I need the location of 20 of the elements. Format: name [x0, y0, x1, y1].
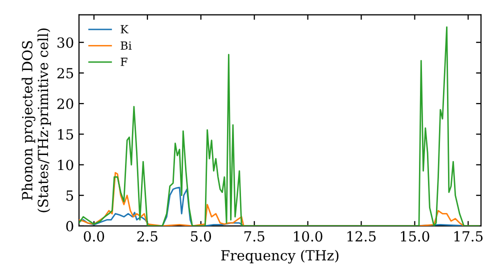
y-tick-label: 30 [58, 37, 74, 48]
x-tick-label: 10.0 [294, 231, 322, 242]
x-tick-label: 12.5 [347, 231, 376, 242]
legend-label: Bi [120, 41, 132, 50]
x-axis-title: Frequency (THz) [221, 250, 338, 264]
x-tick-label: 15.0 [400, 231, 430, 242]
y-tick-label: 15 [58, 129, 74, 140]
y-tick-label: 0 [66, 220, 74, 232]
x-tick-label: 2.5 [137, 231, 158, 242]
y-tick-label: 10 [58, 160, 74, 170]
legend-label: F [120, 58, 128, 66]
y-axis-title: Phonon projected DOS (States/THz·primitive cell) [22, 28, 51, 212]
x-tick-label: 5.0 [191, 231, 212, 242]
x-tick-label: 0.0 [84, 231, 104, 242]
y-tick-label: 20 [57, 98, 74, 110]
x-tick-label: 17.5 [454, 231, 483, 242]
y-tick-label: 5 [66, 190, 74, 201]
x-tick-label: 7.5 [244, 231, 264, 242]
y-tick-label: 25 [57, 68, 74, 78]
legend-label: K [120, 25, 129, 34]
